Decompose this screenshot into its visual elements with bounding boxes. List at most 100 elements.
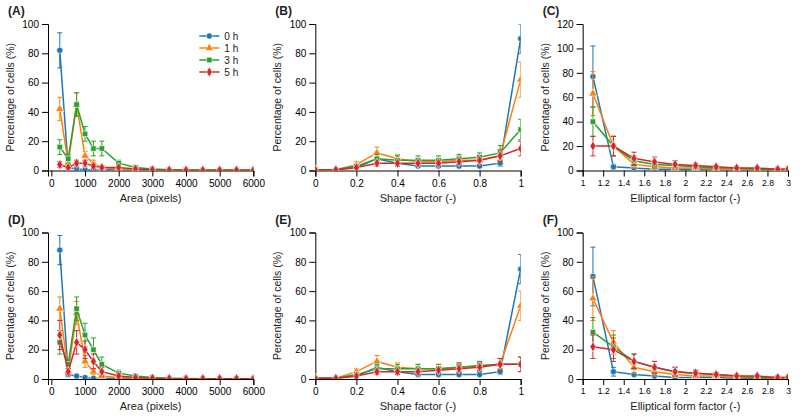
tick-mark bbox=[624, 171, 625, 177]
tick-label: 2.2 bbox=[700, 386, 712, 396]
series-line bbox=[593, 276, 788, 378]
data-point bbox=[81, 151, 89, 158]
tick-label: 4000 bbox=[175, 386, 198, 397]
error-bar bbox=[498, 358, 503, 370]
tick-mark bbox=[397, 379, 398, 385]
data-point bbox=[56, 304, 64, 311]
tick-label: 60 bbox=[563, 92, 575, 103]
tick-label: 20 bbox=[295, 344, 307, 355]
tick-label: 40 bbox=[563, 315, 575, 326]
tick-label: 0 bbox=[313, 386, 319, 397]
tick: 0.8 bbox=[473, 379, 487, 397]
tick-label: 0 bbox=[33, 374, 39, 385]
tick-label: 1 bbox=[581, 386, 586, 396]
data-point bbox=[436, 365, 442, 375]
series bbox=[315, 254, 520, 379]
tick: 40 bbox=[295, 107, 315, 118]
tick-label: 1.6 bbox=[639, 178, 651, 188]
tick-label: 40 bbox=[295, 107, 307, 118]
series bbox=[589, 72, 788, 171]
y-axis: 020406080100 bbox=[290, 227, 316, 385]
tick-label: 100 bbox=[557, 43, 574, 54]
tick-label: 60 bbox=[563, 286, 575, 297]
tick: 40 bbox=[28, 107, 48, 118]
series-line bbox=[315, 364, 520, 378]
tick-mark bbox=[665, 379, 666, 385]
legend-label: 5 h bbox=[224, 67, 238, 78]
data-point bbox=[183, 374, 189, 379]
tick-mark bbox=[726, 379, 727, 385]
tick: 3000 bbox=[142, 379, 165, 397]
legend-marker bbox=[207, 57, 212, 62]
data-point bbox=[74, 102, 79, 107]
tick-mark bbox=[309, 262, 315, 263]
tick-label: 1 bbox=[581, 178, 586, 188]
panel-title: (F) bbox=[543, 213, 558, 227]
data-point bbox=[374, 367, 380, 377]
tick: 3000 bbox=[142, 171, 165, 189]
panel: 11.21.41.61.822.22.42.62.83020406080100E… bbox=[539, 213, 792, 413]
data-point bbox=[90, 375, 96, 379]
tick-label: 0.2 bbox=[350, 178, 364, 189]
tick-label: 40 bbox=[563, 116, 575, 127]
y-axis: 020406080100 bbox=[22, 227, 48, 385]
panel: 00.20.40.60.81020406080100Shape factor (… bbox=[271, 213, 524, 413]
tick-mark bbox=[119, 171, 120, 177]
tick-mark bbox=[577, 97, 583, 98]
series-line bbox=[593, 76, 788, 169]
tick: 1.6 bbox=[639, 171, 651, 188]
tick-mark bbox=[42, 320, 48, 321]
data-point bbox=[65, 156, 70, 161]
data-point bbox=[82, 158, 88, 168]
tick-label: 1.8 bbox=[659, 178, 671, 188]
series-line bbox=[593, 94, 788, 170]
tick-label: 80 bbox=[563, 68, 575, 79]
data-point bbox=[518, 143, 521, 153]
data-point bbox=[672, 159, 678, 169]
series-line bbox=[60, 250, 254, 379]
data-point bbox=[217, 374, 223, 379]
tick-mark bbox=[397, 171, 398, 177]
plot-area bbox=[315, 24, 520, 171]
data-point bbox=[183, 165, 189, 170]
error-bar bbox=[74, 331, 79, 354]
series bbox=[315, 141, 520, 170]
series bbox=[315, 24, 520, 171]
data-point bbox=[713, 162, 719, 171]
error-bar bbox=[83, 341, 88, 359]
tick-label: 40 bbox=[295, 315, 307, 326]
data-point bbox=[734, 163, 740, 171]
data-point bbox=[497, 359, 503, 369]
error-bar bbox=[611, 367, 616, 376]
data-point bbox=[99, 162, 105, 170]
tick-label: 0 bbox=[301, 165, 307, 176]
tick: 100 bbox=[290, 19, 316, 30]
error-bar bbox=[590, 335, 595, 358]
series bbox=[315, 119, 520, 170]
data-point bbox=[99, 367, 105, 377]
tick-mark bbox=[577, 48, 583, 49]
error-bar bbox=[611, 136, 616, 156]
tick: 2.8 bbox=[762, 171, 774, 188]
series-line bbox=[593, 122, 788, 170]
data-point bbox=[166, 165, 172, 171]
panel: 00.20.40.60.81020406080100Shape factor (… bbox=[271, 4, 524, 204]
tick-mark bbox=[186, 171, 187, 177]
series bbox=[57, 320, 253, 379]
data-point bbox=[116, 371, 122, 379]
tick-mark bbox=[356, 171, 357, 177]
series-line bbox=[60, 50, 254, 170]
tick-mark bbox=[42, 262, 48, 263]
tick-mark bbox=[42, 171, 48, 172]
series-line bbox=[593, 347, 788, 378]
tick-mark bbox=[726, 171, 727, 177]
axis-line bbox=[577, 233, 584, 380]
series-line bbox=[60, 335, 254, 379]
tick-mark bbox=[186, 379, 187, 385]
tick-mark bbox=[42, 83, 48, 84]
data-point bbox=[415, 367, 421, 377]
data-point bbox=[99, 146, 104, 151]
series-line bbox=[60, 309, 254, 379]
tick-mark bbox=[577, 320, 583, 321]
legend-label: 1 h bbox=[224, 43, 238, 54]
